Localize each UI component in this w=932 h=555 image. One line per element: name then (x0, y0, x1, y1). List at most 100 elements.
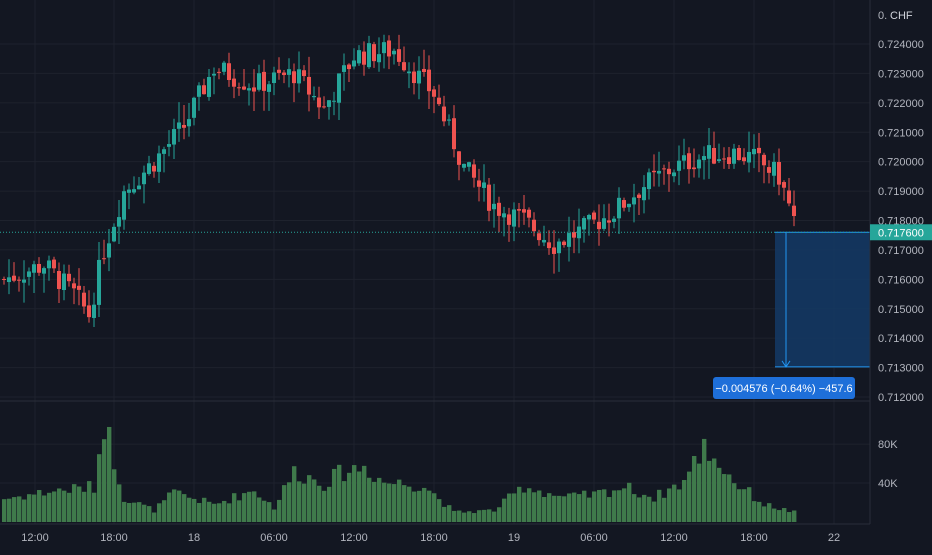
volume-bar (162, 500, 167, 522)
time-tick-label: 12:00 (340, 532, 368, 544)
volume-bar (602, 489, 607, 522)
candle-body (52, 259, 56, 269)
candle-body (432, 89, 436, 97)
volume-bar (457, 510, 462, 522)
volume-bar (572, 492, 577, 522)
volume-bars (2, 426, 797, 522)
volume-bar (67, 492, 72, 522)
volume-bar (462, 512, 467, 522)
candle-body (47, 260, 51, 269)
price-tick-label: 0.712000 (878, 392, 924, 404)
volume-bar (197, 502, 202, 522)
volume-bar (32, 494, 37, 522)
candle-body (12, 275, 16, 281)
volume-bar (112, 469, 117, 522)
price-tick-label: 0.722000 (878, 98, 924, 110)
candle-body (717, 159, 721, 161)
candle-body (637, 194, 641, 198)
candle-body (627, 203, 631, 208)
volume-bar (177, 490, 182, 522)
volume-bar (682, 480, 687, 522)
volume-bar (767, 503, 772, 522)
candle-body (257, 73, 261, 90)
candle-body (272, 72, 276, 84)
time-tick-label: 18:00 (420, 532, 448, 544)
volume-bar (242, 493, 247, 522)
candle-body (677, 160, 681, 171)
time-tick-label: 06:00 (260, 532, 288, 544)
volume-bar (582, 490, 587, 522)
volume-bar (622, 488, 627, 522)
candle-body (202, 85, 206, 95)
volume-bar (412, 491, 417, 522)
candle-body (442, 106, 446, 122)
candle-body (242, 86, 246, 90)
volume-bar (647, 496, 652, 522)
candle-body (657, 170, 661, 174)
volume-bar (597, 489, 602, 522)
volume-bar (237, 500, 242, 522)
measure-tool[interactable]: −0.004576 (−0.64%) −457.6 (713, 231, 870, 399)
volume-bar (312, 479, 317, 522)
candle-body (457, 151, 461, 165)
candle-body (762, 154, 766, 166)
volume-bar (497, 507, 502, 522)
candle-body (707, 145, 711, 159)
volume-bar (62, 490, 67, 522)
candle-body (767, 167, 771, 173)
candle-body (177, 122, 181, 129)
volume-bar (612, 490, 617, 522)
volume-bar (587, 497, 592, 522)
volume-bar (7, 498, 12, 522)
volume-bar (732, 483, 737, 522)
volume-bar (337, 464, 342, 522)
time-tick-label: 12:00 (21, 532, 49, 544)
volume-bar (132, 502, 137, 522)
candle-body (152, 165, 156, 172)
grid (0, 0, 870, 524)
candle-body (602, 218, 606, 229)
volume-bar (72, 484, 77, 522)
volume-bar (47, 492, 52, 522)
candle-body (612, 218, 616, 222)
volume-bar (527, 488, 532, 522)
volume-bar (542, 496, 547, 522)
volume-bar (532, 492, 537, 522)
currency-label[interactable]: CHF (890, 10, 913, 22)
volume-bar (562, 496, 567, 522)
volume-bar (397, 479, 402, 522)
volume-bar (87, 481, 92, 522)
candle-body (227, 63, 231, 81)
candle-body (682, 155, 686, 161)
volume-bar (407, 486, 412, 522)
candle-body (217, 71, 221, 73)
candle-body (162, 149, 166, 154)
candle-body (542, 239, 546, 243)
volume-tick-label: 40K (878, 478, 898, 490)
time-axis[interactable]: 12:00 18:00 18 06:00 12:00 18:00 19 06:00 12:00 1… (21, 532, 840, 544)
candle-body (622, 200, 626, 208)
candle-body (447, 119, 451, 121)
measure-label-box[interactable] (713, 377, 855, 399)
volume-bar (512, 493, 517, 522)
candle-body (482, 182, 486, 188)
candle-body (107, 243, 111, 258)
time-tick-label: 18:00 (100, 532, 128, 544)
candle-body (452, 118, 456, 150)
candle-body (752, 148, 756, 155)
volume-bar (307, 475, 312, 522)
candle-body (747, 151, 751, 163)
candle-body (422, 68, 426, 73)
volume-bar (77, 486, 82, 522)
volume-bar (677, 489, 682, 522)
volume-bar (367, 477, 372, 522)
candle-body (172, 129, 176, 145)
price-tick-label: 0.721000 (878, 127, 924, 139)
volume-bar (517, 486, 522, 522)
volume-bar (747, 487, 752, 522)
candle-body (237, 87, 241, 89)
volume-bar (792, 510, 797, 522)
candle-body (187, 119, 191, 127)
